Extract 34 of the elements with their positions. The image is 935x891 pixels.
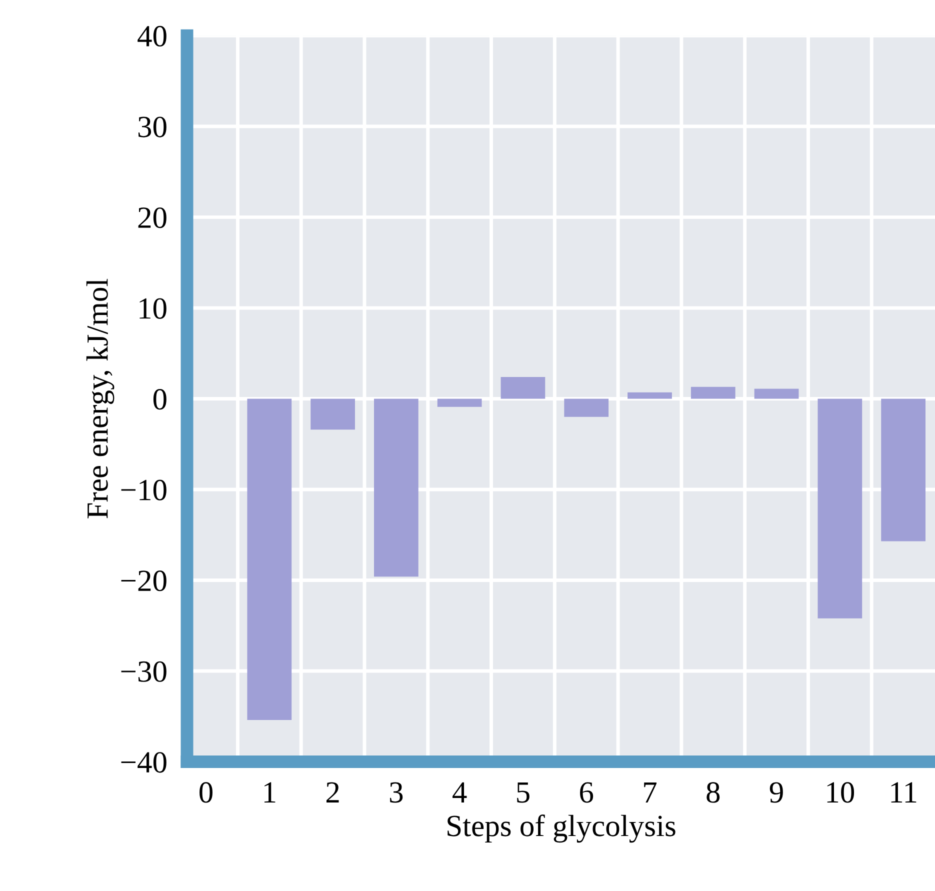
bar <box>754 388 799 399</box>
y-tick-label: 10 <box>140 298 166 319</box>
x-tick-label: 1 <box>264 782 276 802</box>
bar <box>564 398 609 417</box>
x-tick-label: 0 <box>200 782 212 803</box>
x-tick-label: 6 <box>580 782 594 803</box>
bar <box>690 386 736 399</box>
y-tick-label: −40 <box>121 752 166 773</box>
y-tick-label: 0 <box>153 389 166 410</box>
y-tick-label: 30 <box>138 116 166 138</box>
bar <box>500 376 546 399</box>
x-tick-label: 3 <box>390 782 403 803</box>
x-axis-title: Steps of glycolysis <box>448 814 676 843</box>
x-tick-label: 8 <box>706 782 720 803</box>
x-tick-label: 7 <box>644 782 657 802</box>
bar <box>374 398 418 577</box>
y-tick-label: −20 <box>121 570 166 592</box>
bar <box>247 398 292 720</box>
x-tick-label: 11 <box>891 782 916 802</box>
bar <box>437 398 482 407</box>
bar <box>628 392 672 399</box>
x-tick-label: 5 <box>517 782 530 803</box>
x-tick-label: 2 <box>326 782 339 802</box>
bar <box>881 398 926 542</box>
y-tick-label: 20 <box>138 207 166 228</box>
y-tick-label: −10 <box>121 480 166 500</box>
y-tick-label: −30 <box>121 661 166 682</box>
y-axis-title: Free energy, kJ/mol <box>86 278 114 518</box>
bar <box>310 398 355 430</box>
x-tick-label: 9 <box>770 782 783 803</box>
bar <box>818 398 862 618</box>
y-tick-label: 40 <box>138 26 166 47</box>
x-tick-label: 4 <box>452 782 467 802</box>
x-tick-label: 10 <box>827 782 854 803</box>
